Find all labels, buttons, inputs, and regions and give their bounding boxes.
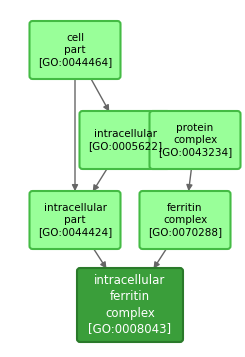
FancyBboxPatch shape [77,268,183,342]
Text: ferritin
complex
[GO:0070288]: ferritin complex [GO:0070288] [148,203,222,237]
FancyBboxPatch shape [79,111,171,169]
FancyBboxPatch shape [29,21,121,79]
Text: protein
complex
[GO:0043234]: protein complex [GO:0043234] [158,122,232,157]
Text: cell
part
[GO:0044464]: cell part [GO:0044464] [38,32,112,67]
Text: intracellular
ferritin
complex
[GO:0008043]: intracellular ferritin complex [GO:00080… [88,275,172,336]
FancyBboxPatch shape [29,191,121,249]
FancyBboxPatch shape [139,191,231,249]
FancyBboxPatch shape [149,111,241,169]
Text: intracellular
part
[GO:0044424]: intracellular part [GO:0044424] [38,203,112,237]
Text: intracellular
[GO:0005622]: intracellular [GO:0005622] [88,129,162,151]
